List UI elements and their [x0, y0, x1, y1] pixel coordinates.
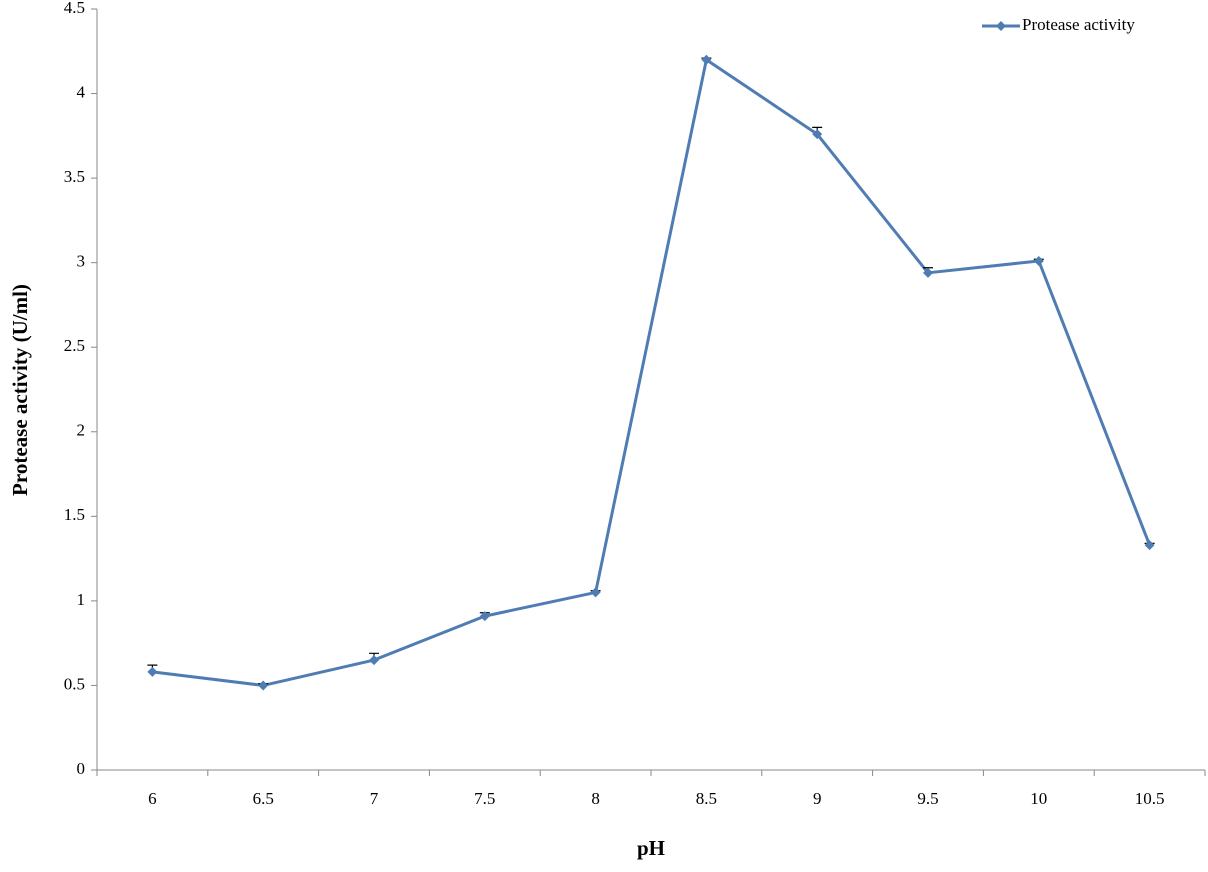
point — [479, 611, 490, 622]
point — [590, 587, 601, 598]
y-tick-label: 2.5 — [64, 336, 85, 355]
x-tick-label: 9.5 — [917, 789, 938, 808]
x-tick-label: 7.5 — [474, 789, 495, 808]
point — [701, 54, 712, 65]
y-tick-label: 3 — [77, 252, 86, 271]
legend-marker — [996, 21, 1006, 31]
x-tick-label: 8 — [591, 789, 600, 808]
point — [147, 666, 158, 677]
point — [369, 655, 379, 666]
x-tick-label: 10 — [1030, 789, 1047, 808]
y-tick-label: 0.5 — [64, 674, 85, 693]
point — [258, 680, 269, 691]
x-axis-title: pH — [637, 836, 665, 860]
y-axis-title: Protease activity (U/ml) — [8, 284, 32, 496]
y-tick-label: 2 — [77, 421, 86, 440]
x-tick-label: 8.5 — [696, 789, 717, 808]
point — [812, 129, 823, 140]
y-tick-label: 0 — [77, 759, 86, 778]
x-tick-label: 6 — [148, 789, 157, 808]
point — [923, 267, 933, 278]
y-tick-label: 3.5 — [64, 167, 85, 186]
y-tick-label: 4 — [77, 82, 86, 101]
x-tick-label: 9 — [813, 789, 822, 808]
y-tick-label: 1 — [77, 590, 86, 609]
point — [1144, 540, 1155, 551]
legend-label: Protease activity — [1022, 15, 1135, 34]
x-tick-label: 6.5 — [253, 789, 274, 808]
x-tick-label: 7 — [370, 789, 379, 808]
point — [1033, 255, 1044, 266]
series-line — [152, 58, 1151, 687]
x-tick-label: 10.5 — [1135, 789, 1165, 808]
y-tick-label: 4.5 — [64, 0, 85, 17]
y-tick-label: 1.5 — [64, 505, 85, 524]
